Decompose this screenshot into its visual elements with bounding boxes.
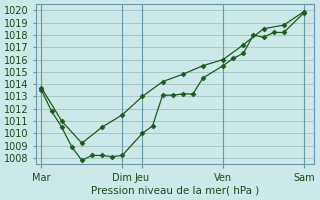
X-axis label: Pression niveau de la mer( hPa ): Pression niveau de la mer( hPa ) [91,186,259,196]
